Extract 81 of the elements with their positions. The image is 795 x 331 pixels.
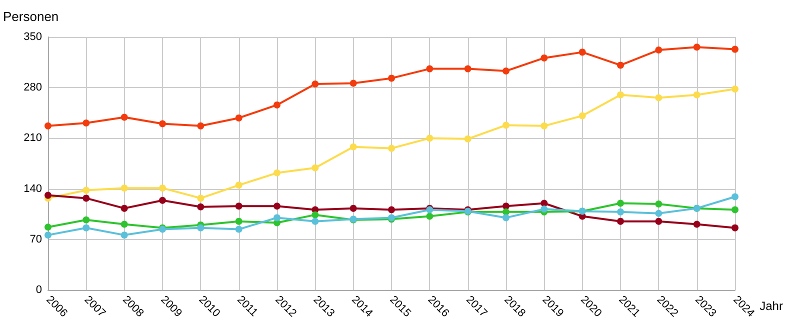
point — [617, 208, 624, 216]
point — [82, 194, 90, 202]
point — [44, 224, 52, 231]
point — [655, 46, 662, 54]
point — [578, 48, 586, 56]
y-tick-label: 0 — [36, 284, 42, 296]
point — [350, 143, 357, 150]
point — [274, 101, 280, 108]
point — [502, 202, 510, 210]
point — [617, 62, 624, 69]
point — [159, 184, 166, 192]
point — [44, 122, 52, 130]
point — [44, 192, 52, 199]
point — [312, 80, 319, 88]
point — [426, 134, 434, 142]
point — [388, 206, 395, 214]
y-tick-label: 140 — [24, 182, 42, 195]
point — [426, 212, 434, 220]
point — [120, 184, 128, 192]
point — [312, 164, 319, 172]
point — [350, 204, 357, 212]
point — [120, 220, 128, 228]
point — [464, 65, 472, 72]
point — [350, 80, 357, 87]
y-axis-title: Personen — [3, 9, 59, 24]
point — [732, 46, 738, 53]
point — [197, 194, 204, 202]
point — [540, 122, 548, 130]
point — [540, 206, 548, 213]
point — [120, 232, 128, 239]
point — [426, 65, 434, 72]
point — [120, 204, 128, 212]
point — [235, 182, 242, 189]
x-axis-title: Jahr — [760, 299, 783, 313]
point — [235, 202, 242, 210]
point — [502, 67, 510, 74]
point — [274, 202, 280, 210]
point — [235, 218, 242, 225]
point — [732, 86, 738, 93]
point — [82, 186, 90, 194]
point — [655, 94, 662, 102]
point — [502, 214, 510, 222]
point — [82, 216, 90, 224]
point — [655, 200, 662, 208]
point — [120, 114, 128, 121]
point — [388, 74, 395, 82]
point — [693, 91, 700, 98]
point — [617, 200, 624, 207]
point — [540, 54, 548, 62]
point — [44, 232, 52, 239]
point — [388, 144, 395, 152]
point — [693, 220, 700, 228]
point — [197, 122, 204, 130]
y-tick-label: 70 — [30, 233, 42, 246]
point — [617, 218, 624, 225]
point — [235, 226, 242, 233]
point — [655, 218, 662, 225]
point — [159, 196, 166, 204]
point — [578, 112, 586, 120]
y-tick-label: 280 — [24, 82, 42, 94]
point — [197, 203, 204, 210]
point — [732, 224, 738, 232]
point — [502, 122, 510, 129]
point — [274, 214, 280, 222]
point — [235, 114, 242, 122]
y-tick-label: 210 — [24, 132, 42, 144]
point — [693, 44, 700, 51]
point — [197, 224, 204, 232]
point — [312, 211, 319, 218]
point — [312, 218, 319, 225]
point — [82, 224, 90, 232]
point — [464, 135, 472, 142]
point — [82, 120, 90, 127]
point — [617, 91, 624, 98]
point — [159, 120, 166, 128]
point — [732, 206, 738, 214]
y-tick-label: 350 — [24, 31, 42, 43]
point — [274, 169, 280, 176]
point — [655, 210, 662, 217]
point — [502, 208, 510, 216]
point — [732, 193, 738, 200]
